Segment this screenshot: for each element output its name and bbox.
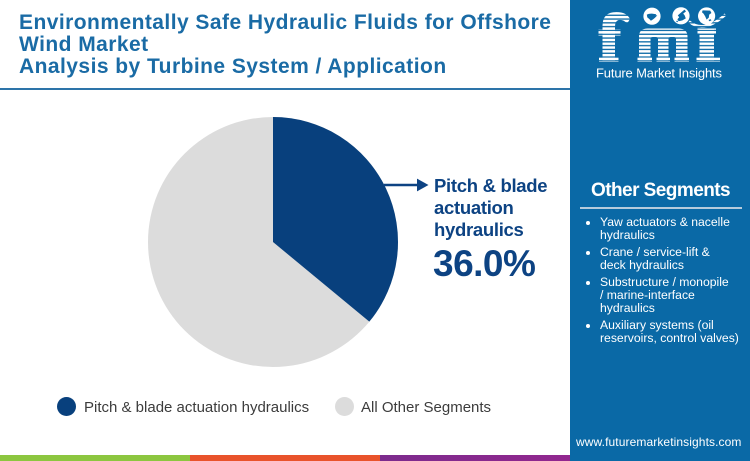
- svg-text:Future Market Insights: Future Market Insights: [596, 66, 723, 81]
